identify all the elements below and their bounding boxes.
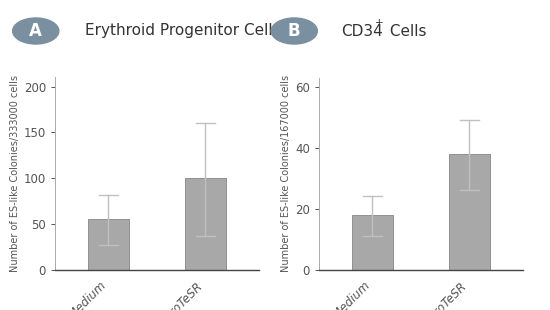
Text: Erythroid Progenitor Cells: Erythroid Progenitor Cells: [85, 24, 281, 38]
Bar: [352, 215, 393, 270]
Text: A: A: [29, 22, 42, 40]
Y-axis label: Number of ES-like Colonies/167000 cells: Number of ES-like Colonies/167000 cells: [281, 75, 291, 272]
Text: +: +: [375, 18, 384, 28]
Bar: [449, 154, 490, 270]
Bar: [88, 219, 129, 270]
Text: CD34: CD34: [341, 24, 383, 38]
Text: Cells: Cells: [385, 24, 426, 38]
Bar: [185, 178, 226, 270]
Text: B: B: [288, 22, 300, 40]
Y-axis label: Number of ES-like Colonies/333000 cells: Number of ES-like Colonies/333000 cells: [9, 75, 20, 272]
